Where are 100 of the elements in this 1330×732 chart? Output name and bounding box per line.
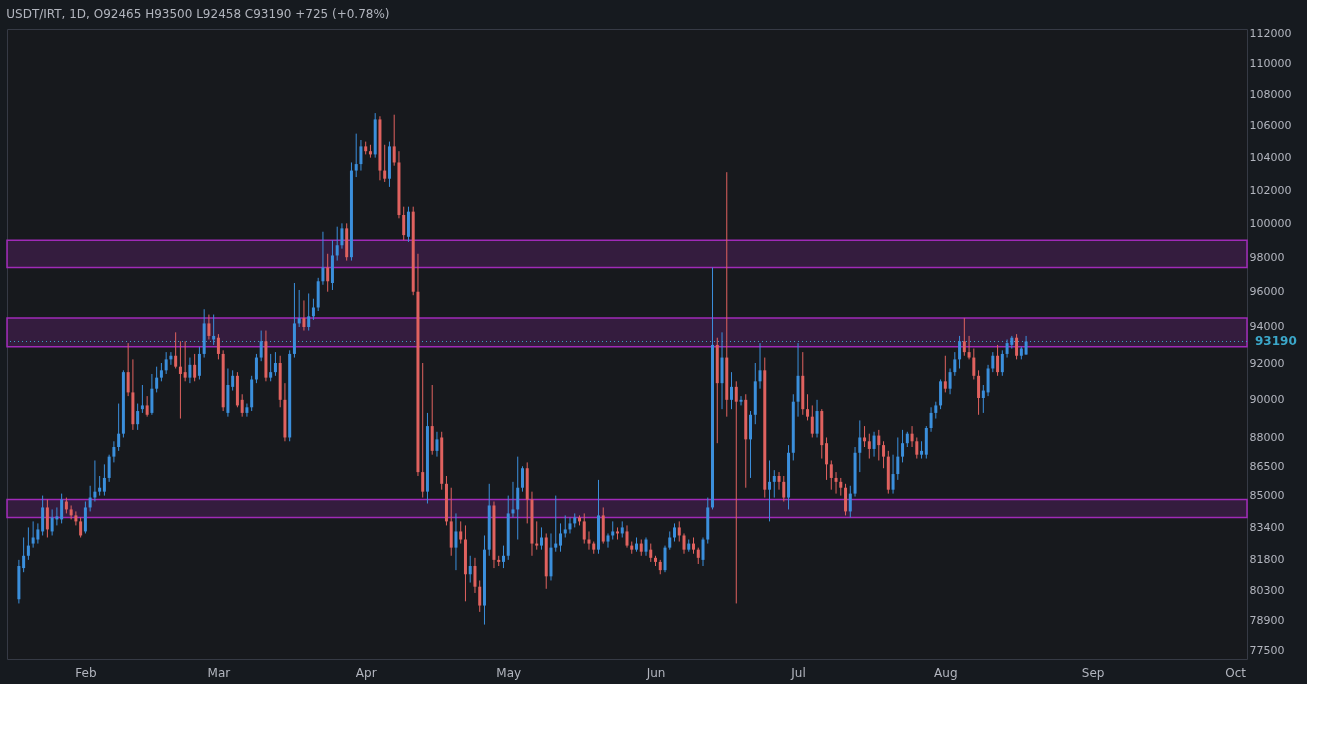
y-tick-label: 92000 bbox=[1249, 356, 1285, 370]
candlestick bbox=[501, 545, 505, 569]
candlestick bbox=[606, 532, 610, 549]
candlestick bbox=[677, 520, 681, 543]
candlestick bbox=[948, 367, 952, 395]
candlestick bbox=[777, 471, 781, 491]
candlestick bbox=[877, 429, 881, 461]
candlestick bbox=[31, 520, 35, 549]
candlestick bbox=[858, 419, 862, 473]
candlestick bbox=[259, 330, 263, 362]
candlestick bbox=[145, 395, 149, 418]
candlestick bbox=[673, 522, 677, 543]
candlestick bbox=[478, 579, 482, 613]
y-tick-label: 106000 bbox=[1249, 119, 1292, 133]
candlestick bbox=[231, 369, 235, 392]
candlestick bbox=[734, 380, 738, 604]
x-tick-label: Apr bbox=[355, 665, 377, 680]
candlestick bbox=[891, 454, 895, 495]
candlestick bbox=[307, 292, 311, 332]
y-tick-label: 100000 bbox=[1249, 216, 1292, 230]
y-tick-label: 110000 bbox=[1249, 57, 1292, 71]
candlestick bbox=[558, 522, 562, 553]
candlestick bbox=[207, 314, 211, 341]
candlestick bbox=[539, 526, 543, 551]
candlestick bbox=[929, 406, 933, 433]
candlestick bbox=[321, 231, 325, 286]
candlestick bbox=[212, 314, 216, 346]
candlestick bbox=[981, 384, 985, 414]
candlestick bbox=[392, 114, 396, 167]
candlestick bbox=[625, 524, 629, 549]
candlestick bbox=[22, 536, 26, 573]
y-tick-label: 98000 bbox=[1249, 250, 1285, 264]
candlestick bbox=[644, 536, 648, 557]
candlestick bbox=[844, 483, 848, 516]
y-tick-label: 104000 bbox=[1249, 151, 1292, 165]
y-tick-label: 81800 bbox=[1249, 553, 1285, 567]
candlestick bbox=[815, 399, 819, 438]
candlestick bbox=[102, 463, 106, 497]
y-tick-label: 90000 bbox=[1249, 393, 1285, 407]
candlestick bbox=[26, 526, 30, 561]
chart-title: USDT/IRT, 1D, O92465 H93500 L92458 C93190 +725 (+0.78%) bbox=[6, 7, 390, 22]
candlestick bbox=[554, 495, 558, 553]
candlestick bbox=[459, 520, 463, 545]
candlestick bbox=[60, 493, 64, 524]
candlestick bbox=[834, 471, 838, 495]
candlestick bbox=[107, 454, 111, 483]
candlestick bbox=[136, 403, 140, 431]
y-tick-label: 112000 bbox=[1249, 26, 1292, 40]
candlestick bbox=[240, 393, 244, 418]
candlestick bbox=[69, 504, 73, 520]
candlestick bbox=[140, 384, 144, 414]
y-tick-label: 78900 bbox=[1249, 613, 1285, 627]
candlestick bbox=[520, 465, 524, 493]
candlestick bbox=[1015, 333, 1019, 360]
candlestick bbox=[159, 362, 163, 382]
candlestick bbox=[848, 485, 852, 518]
candlestick bbox=[663, 545, 667, 573]
candlestick bbox=[402, 206, 406, 241]
candlestick bbox=[311, 298, 315, 321]
candlestick bbox=[568, 516, 572, 534]
candlestick bbox=[88, 485, 92, 512]
candlestick bbox=[511, 481, 515, 518]
candlestick bbox=[178, 340, 182, 420]
candlestick bbox=[50, 508, 54, 536]
candlestick bbox=[986, 364, 990, 397]
ref-line-label: 93190 bbox=[1255, 334, 1297, 349]
candlestick bbox=[93, 459, 97, 503]
candlestick bbox=[967, 335, 971, 360]
candlestick bbox=[473, 557, 477, 594]
y-tick-label: 96000 bbox=[1249, 285, 1285, 299]
candlestick bbox=[117, 403, 121, 452]
x-tick-label: Aug bbox=[934, 665, 958, 680]
candlestick bbox=[126, 342, 130, 397]
y-tick-label: 83400 bbox=[1249, 520, 1285, 534]
candlestick bbox=[649, 543, 653, 563]
candlestick bbox=[83, 501, 87, 534]
candlestick bbox=[772, 469, 776, 499]
candlestick bbox=[41, 495, 45, 536]
candlestick bbox=[1005, 339, 1009, 359]
candlestick bbox=[216, 333, 220, 360]
candlestick bbox=[915, 436, 919, 460]
candlestick bbox=[682, 532, 686, 555]
candlestick bbox=[863, 425, 867, 448]
candlestick bbox=[269, 353, 273, 382]
candlestick bbox=[768, 459, 772, 522]
candlestick bbox=[302, 299, 306, 332]
x-tick-label: Sep bbox=[1081, 665, 1105, 680]
candlestick bbox=[383, 144, 387, 183]
candlestick bbox=[245, 403, 249, 418]
candlestick bbox=[829, 459, 833, 491]
candlestick bbox=[98, 475, 102, 497]
candlestick bbox=[340, 222, 344, 250]
candlestick bbox=[882, 440, 886, 469]
candlestick bbox=[943, 355, 947, 393]
candlestick bbox=[359, 139, 363, 172]
candlestick bbox=[1000, 349, 1004, 377]
candlestick bbox=[962, 317, 966, 357]
candlestick bbox=[193, 353, 197, 382]
candlestick bbox=[74, 510, 78, 526]
candlestick bbox=[254, 353, 258, 384]
